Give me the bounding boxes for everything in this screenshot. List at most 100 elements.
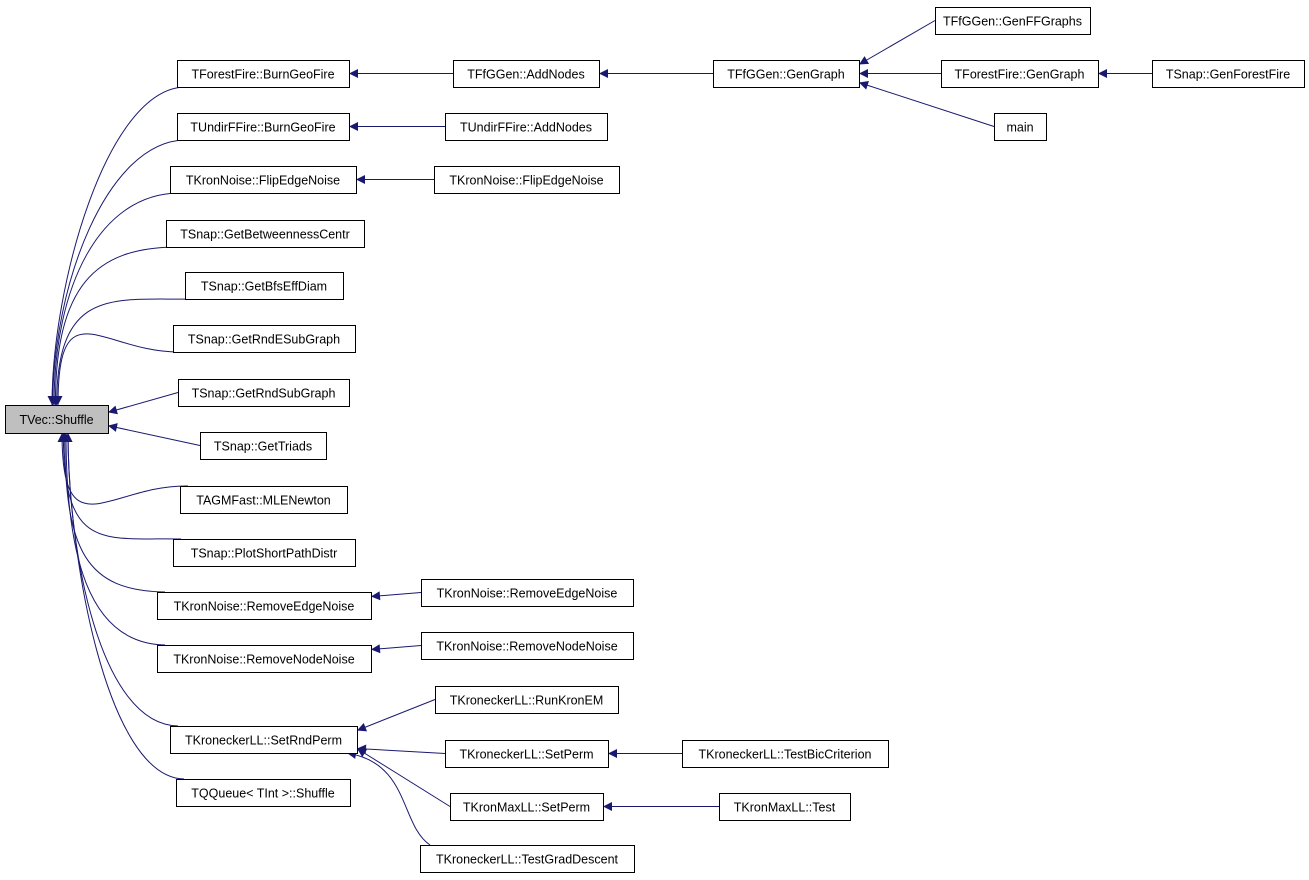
node-label: TKroneckerLL::TestBicCriterion [699, 748, 872, 762]
node-rmnn2[interactable]: TKronNoise::RemoveNodeNoise [421, 632, 634, 660]
node-label: TAGMFast::MLENewton [196, 494, 331, 508]
node-label: TKronMaxLL::SetPerm [463, 801, 590, 815]
node-box [185, 272, 344, 300]
node-label: TVec::Shuffle [19, 413, 93, 427]
node-label: TKroneckerLL::RunKronEM [450, 694, 604, 708]
node-box [1152, 60, 1305, 88]
node-label: TKronNoise::RemoveNodeNoise [436, 640, 617, 654]
node-box [177, 113, 350, 141]
node-tgd[interactable]: TKroneckerLL::TestGradDescent [420, 845, 635, 873]
node-box [157, 645, 372, 673]
node-rke[interactable]: TKroneckerLL::RunKronEM [435, 686, 619, 714]
node-label: TSnap::PlotShortPathDistr [191, 547, 338, 561]
node-label: TSnap::GetBfsEffDiam [201, 280, 327, 294]
node-main[interactable]: main [994, 113, 1047, 141]
edge-bgf-to-shuffle [47, 86, 186, 406]
node-box [421, 579, 634, 607]
node-box [5, 405, 109, 434]
node-label: TSnap::GetRndSubGraph [192, 387, 336, 401]
node-box [177, 60, 350, 88]
node-box [719, 793, 851, 821]
node-box [434, 166, 620, 194]
edge-kmsp-to-srp [356, 748, 451, 807]
node-box [450, 793, 604, 821]
edge-tgd-to-srp [346, 749, 431, 846]
node-grsg[interactable]: TSnap::GetRndSubGraph [178, 379, 350, 407]
node-box [453, 60, 600, 88]
node-gg[interactable]: TFfGGen::GenGraph [713, 60, 860, 88]
node-label: TSnap::GetBetweennessCentr [180, 228, 350, 242]
node-box [173, 539, 356, 567]
node-label: TKronNoise::FlipEdgeNoise [449, 174, 603, 188]
node-uan[interactable]: TUndirFFire::AddNodes [445, 113, 608, 141]
node-label: TSnap::GenForestFire [1166, 68, 1290, 82]
edge-ubgf-to-shuffle [48, 139, 186, 406]
node-ubgf[interactable]: TUndirFFire::BurnGeoFire [177, 113, 350, 141]
node-qq[interactable]: TQQueue< TInt >::Shuffle [176, 779, 351, 807]
node-label: TKronNoise::FlipEdgeNoise [186, 174, 340, 188]
node-label: TKronNoise::RemoveEdgeNoise [174, 600, 355, 614]
edge-ksp-to-srp [356, 744, 446, 754]
node-box [178, 379, 350, 407]
node-gbed[interactable]: TSnap::GetBfsEffDiam [185, 272, 344, 300]
node-label: TKroneckerLL::TestGradDescent [436, 853, 619, 867]
node-label: TFfGGen::GenFFGraphs [943, 15, 1082, 29]
node-gbc[interactable]: TSnap::GetBetweennessCentr [166, 220, 365, 248]
node-box [713, 60, 860, 88]
node-box [435, 686, 619, 714]
node-box [935, 7, 1091, 35]
edge-qq-to-shuffle [63, 432, 185, 780]
node-box [445, 113, 608, 141]
edge-pspd-to-shuffle [58, 432, 182, 540]
node-rmen2[interactable]: TKronNoise::RemoveEdgeNoise [421, 579, 634, 607]
edge-main-to-gg [858, 81, 995, 127]
node-label: TKroneckerLL::SetPerm [459, 748, 593, 762]
node-ksp[interactable]: TKroneckerLL::SetPerm [445, 740, 609, 768]
node-label: TKronNoise::RemoveNodeNoise [173, 653, 354, 667]
node-ffgg[interactable]: TForestFire::GenGraph [941, 60, 1099, 88]
node-label: TSnap::GetRndESubGraph [188, 333, 340, 347]
node-shuffle[interactable]: TVec::Shuffle [5, 405, 109, 434]
edge-gbc-to-shuffle [50, 246, 175, 406]
node-tbc[interactable]: TKroneckerLL::TestBicCriterion [682, 740, 889, 768]
edge-rke-to-srp [356, 699, 436, 732]
node-label: TKronMaxLL::Test [734, 801, 836, 815]
node-kmt[interactable]: TKronMaxLL::Test [719, 793, 851, 821]
node-rmnn[interactable]: TKronNoise::RemoveNodeNoise [157, 645, 372, 673]
node-kfen2[interactable]: TKronNoise::FlipEdgeNoise [434, 166, 620, 194]
node-srp[interactable]: TKroneckerLL::SetRndPerm [170, 726, 358, 754]
node-box [157, 592, 372, 620]
node-label: TFfGGen::GenGraph [727, 68, 844, 82]
node-kmsp[interactable]: TKronMaxLL::SetPerm [450, 793, 604, 821]
node-bgf[interactable]: TForestFire::BurnGeoFire [177, 60, 350, 88]
node-mle[interactable]: TAGMFast::MLENewton [180, 486, 348, 514]
node-fgan[interactable]: TFfGGen::AddNodes [453, 60, 600, 88]
node-pspd[interactable]: TSnap::PlotShortPathDistr [173, 539, 356, 567]
edge-rmen-to-shuffle [60, 432, 166, 593]
node-gres[interactable]: TSnap::GetRndESubGraph [173, 325, 356, 353]
node-gffg[interactable]: TFfGGen::GenFFGraphs [935, 7, 1091, 35]
node-box [180, 486, 348, 514]
node-box [173, 325, 356, 353]
edge-rmnn2-to-rmnn [370, 644, 422, 654]
node-box [170, 726, 358, 754]
node-gff[interactable]: TSnap::GenForestFire [1152, 60, 1305, 88]
node-label: TKroneckerLL::SetRndPerm [185, 734, 342, 748]
node-box [200, 432, 327, 460]
edge-gres-to-shuffle [53, 333, 182, 406]
node-gt[interactable]: TSnap::GetTriads [200, 432, 327, 460]
node-box [176, 779, 351, 807]
node-label: TSnap::GetTriads [214, 440, 312, 454]
node-box [420, 845, 635, 873]
node-box [941, 60, 1099, 88]
node-label: TQQueue< TInt >::Shuffle [191, 787, 334, 801]
node-rmen[interactable]: TKronNoise::RemoveEdgeNoise [157, 592, 372, 620]
edge-rmen2-to-rmen [370, 591, 422, 601]
node-kfen[interactable]: TKronNoise::FlipEdgeNoise [170, 166, 357, 194]
node-label: TUndirFFire::BurnGeoFire [190, 121, 335, 135]
node-label: TKronNoise::RemoveEdgeNoise [437, 587, 618, 601]
node-box [445, 740, 609, 768]
node-box [170, 166, 357, 194]
node-box [994, 113, 1047, 141]
